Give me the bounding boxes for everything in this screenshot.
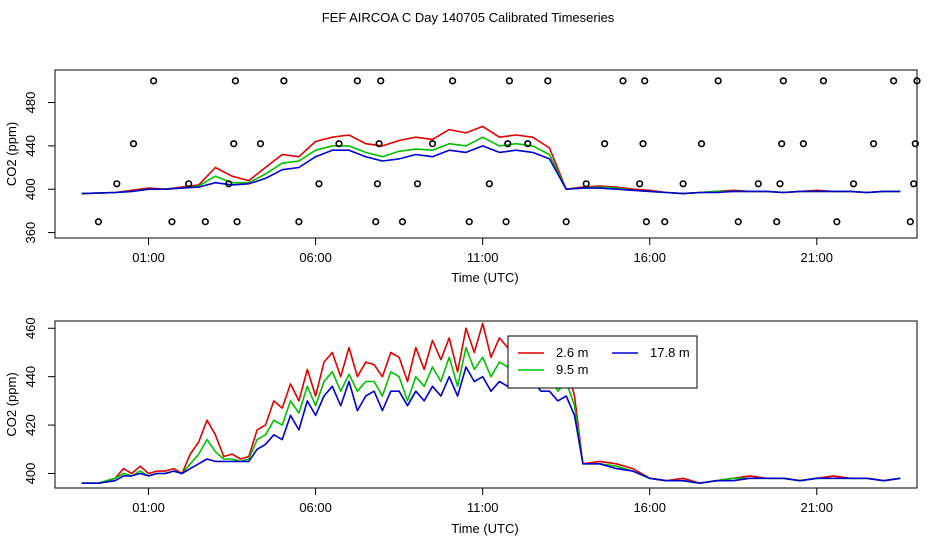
marker-point [890,77,898,85]
marker-point [353,77,361,85]
marker-point [230,140,238,148]
marker-point [113,180,121,188]
marker-point [544,77,552,85]
y-tick-label: 420 [23,414,38,436]
marker-point [754,180,762,188]
marker-point [911,140,919,148]
y-tick-label: 440 [23,135,38,157]
marker-point [779,77,787,85]
legend-label: 9.5 m [556,362,589,377]
y-axis-label: CO2 (ppm) [4,122,19,186]
marker-point [185,180,193,188]
x-tick-label: 21:00 [800,250,833,265]
x-tick-label: 16:00 [633,250,666,265]
legend-label: 17.8 m [650,345,690,360]
marker-point [679,180,687,188]
marker-point [94,218,103,226]
marker-point [639,140,647,148]
marker-point [398,218,407,226]
top-panel: 01:00 06:00 11:00 16:00 21:00 360 400 440 480 Tim… [4,69,921,285]
x-tick-label: 01:00 [132,250,165,265]
x-tick-label: 06:00 [299,500,332,515]
marker-point [225,180,233,188]
x-tick-label: 21:00 [800,500,833,515]
legend-label: 2.6 m [556,345,589,360]
plot-frame [54,320,918,489]
y-tick-label: 400 [23,463,38,485]
figure-title: FEF AIRCOA C Day 140705 Calibrated Times… [322,10,615,25]
marker-point [375,140,383,148]
marker-point [372,218,380,226]
marker-point [849,180,858,188]
marker-point [524,140,532,148]
marker-point [734,218,742,226]
marker-point [149,77,158,85]
marker-point [413,180,422,188]
y-tick-label: 360 [23,222,38,244]
legend-box [507,335,698,389]
marker-point [377,77,385,85]
marker-point [505,77,513,85]
marker-point [295,218,303,226]
marker-point [201,218,209,226]
series-line-17-8-m [81,366,901,485]
x-tick-label: 16:00 [633,500,666,515]
marker-point [129,140,138,148]
marker-point [448,77,457,85]
marker-point [619,77,627,85]
x-tick-label: 11:00 [467,500,499,515]
marker-point [582,180,590,188]
x-tick-label: 11:00 [467,250,499,265]
marker-point [168,218,176,226]
y-tick-label: 400 [23,178,38,200]
marker-point [778,140,786,148]
marker-point [373,180,382,188]
marker-point [641,77,649,85]
marker-point [697,140,706,148]
marker-point [819,77,828,85]
plot-frame [54,69,918,239]
marker-point [280,77,288,85]
marker-point [833,218,841,226]
marker-point [869,140,878,148]
marker-point [776,180,784,188]
bottom-panel: 01:00 06:00 11:00 16:00 21:00 400 420 440 460 Tim… [4,317,918,536]
marker-point [465,218,473,226]
marker-point [601,140,609,148]
series-line-9-5-m [81,346,901,485]
marker-point [504,140,512,148]
marker-point [642,218,650,226]
y-tick-label: 440 [23,366,38,388]
marker-point [256,140,265,148]
x-axis-label: Time (UTC) [451,270,518,285]
marker-series [94,77,921,226]
marker-point [799,140,808,148]
series-line-2-6-m [81,322,901,485]
y-axis-label: CO2 (ppm) [4,372,19,436]
marker-point [502,218,510,226]
marker-point [773,218,781,226]
y-tick-label: 460 [23,317,38,339]
marker-point [714,77,722,85]
marker-point [485,180,493,188]
marker-point [661,218,669,226]
marker-point [315,180,323,188]
x-axis-label: Time (UTC) [451,521,518,536]
marker-point [906,218,914,226]
x-tick-label: 01:00 [132,500,165,515]
marker-point [636,180,644,188]
y-tick-label: 480 [23,92,38,114]
marker-point [562,218,570,226]
marker-point [335,140,343,148]
marker-point [910,180,918,188]
legend: 2.6 m 17.8 m 9.5 m [507,335,698,389]
x-tick-label: 06:00 [299,250,332,265]
marker-point [428,140,437,148]
marker-point [233,218,241,226]
marker-point [231,77,240,85]
